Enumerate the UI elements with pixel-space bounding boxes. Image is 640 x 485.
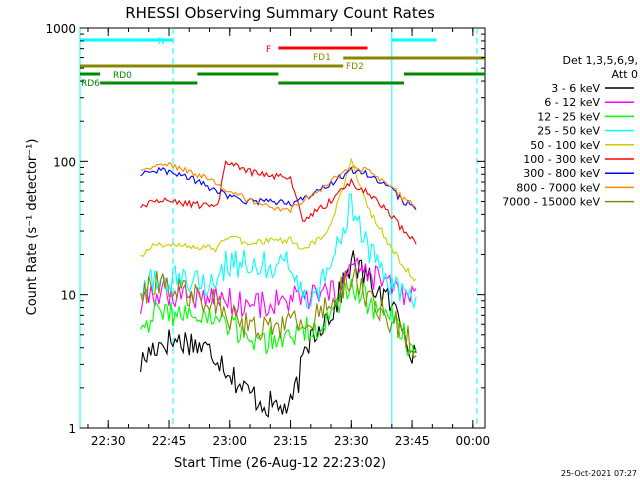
legend-label-3-6-kev: 3 - 6 keV xyxy=(551,82,600,95)
x-tick-label: 22:30 xyxy=(91,434,126,448)
series-line-300-800-kev xyxy=(140,166,417,210)
series-line-3-6-kev xyxy=(140,250,417,418)
flag-label-f: F xyxy=(266,45,271,55)
legend-header-line-1: Det 1,3,5,6,9, xyxy=(562,54,638,67)
legend-label-12-25-kev: 12 - 25 keV xyxy=(537,110,600,123)
x-tick-label: 23:00 xyxy=(212,434,247,448)
flag-label-n: N xyxy=(158,37,165,47)
legend-label-100-300-kev: 100 - 300 keV xyxy=(523,153,600,166)
x-tick-label: 23:30 xyxy=(334,434,369,448)
flag-bars: N F FD1 FD2 RD0 RD6 xyxy=(80,37,485,89)
series-line-50-100-kev xyxy=(140,157,417,282)
y-axis-label: Count Rate (s⁻¹ detector⁻¹) xyxy=(25,139,40,316)
y-tick-label: 100 xyxy=(53,155,76,169)
x-tick-label: 23:15 xyxy=(273,434,308,448)
legend-label-800-7000-kev: 800 - 7000 keV xyxy=(516,181,600,194)
legend-header-line-2: Att 0 xyxy=(612,68,638,81)
axes: 22:30 22:45 23:00 23:15 23:30 23:45 00:00 1 10 10… xyxy=(45,22,490,448)
flag-label-fd1: FD1 xyxy=(313,53,331,63)
series-line-12-25-kev xyxy=(140,278,417,357)
y-tick-label: 1 xyxy=(68,422,76,436)
series-line-7000-15000-kev xyxy=(140,266,417,359)
y-tick-label: 1000 xyxy=(45,22,76,36)
x-tick-label: 22:45 xyxy=(152,434,187,448)
series-line-100-300-kev xyxy=(140,159,417,245)
x-tick-label: 23:45 xyxy=(395,434,430,448)
flag-time-markers xyxy=(79,28,478,428)
series-line-25-50-kev xyxy=(140,193,417,310)
flag-label-rd6: RD6 xyxy=(81,79,100,89)
flag-label-fd2: FD2 xyxy=(346,62,364,72)
flag-label-rd0: RD0 xyxy=(113,71,132,81)
footer-date: 25-Oct-2021 07:27 xyxy=(561,469,637,478)
legend-label-7000-15000-kev: 7000 - 15000 keV xyxy=(502,196,600,209)
series-lines xyxy=(140,157,417,418)
legend-label-50-100-kev: 50 - 100 keV xyxy=(530,139,600,152)
legend-label-300-800-kev: 300 - 800 keV xyxy=(523,167,600,180)
y-tick-label: 10 xyxy=(61,289,76,303)
series-line-800-7000-kev xyxy=(140,162,417,214)
chart-title: RHESSI Observing Summary Count Rates xyxy=(125,4,435,22)
legend-label-25-50-kev: 25 - 50 keV xyxy=(537,125,600,138)
x-tick-label: 00:00 xyxy=(456,434,491,448)
x-axis-label: Start Time (26-Aug-12 22:23:02) xyxy=(174,456,386,471)
legend-label-6-12-kev: 6 - 12 keV xyxy=(544,96,600,109)
